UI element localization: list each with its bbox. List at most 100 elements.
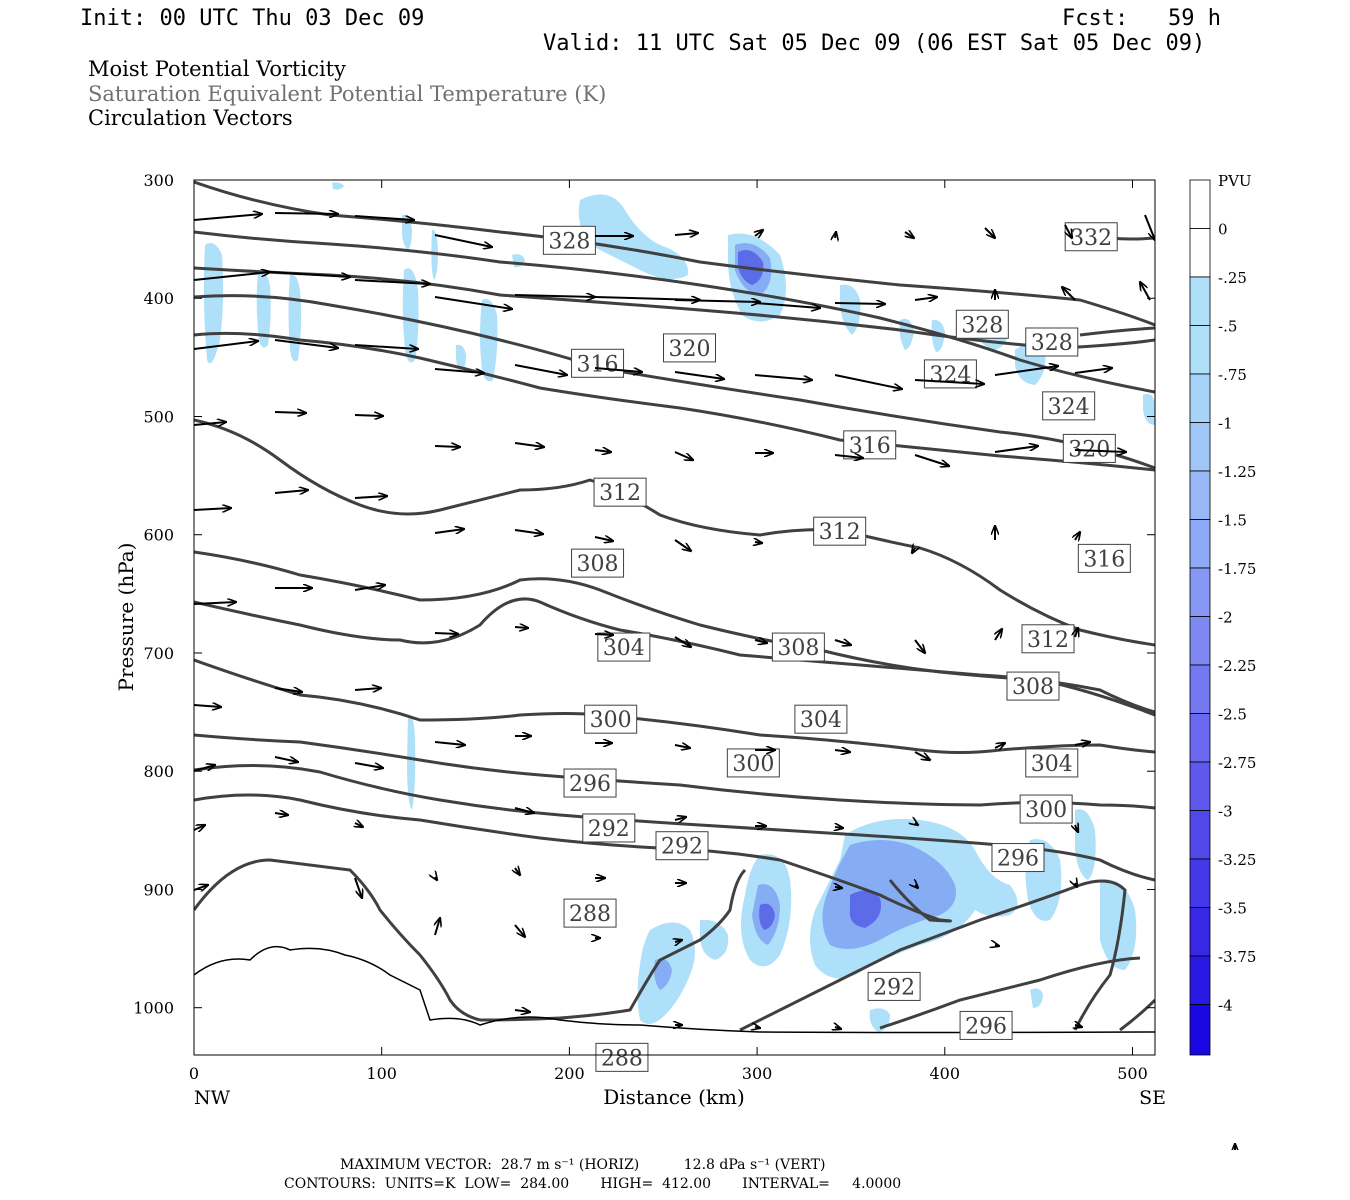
contour-label-box	[867, 971, 921, 1001]
vector	[1062, 287, 1076, 301]
contour-label-text: 296	[997, 847, 1039, 872]
vector	[674, 451, 693, 460]
y-tick-label: 400	[143, 289, 174, 308]
vector	[674, 371, 724, 379]
mpv-shade	[332, 182, 344, 190]
vector	[274, 756, 298, 762]
contour-label-text: 304	[1031, 752, 1073, 777]
vector	[354, 877, 362, 898]
contour-label-box	[843, 430, 897, 460]
colorbar-swatch	[1189, 422, 1211, 472]
vector	[994, 446, 1038, 453]
contour-label: 304	[597, 632, 651, 662]
vector	[354, 688, 381, 690]
vector	[194, 705, 221, 707]
vector	[194, 214, 262, 221]
vector	[914, 454, 949, 466]
contour-label: 288	[563, 898, 617, 928]
vector	[754, 374, 812, 380]
x-tick-label: 100	[366, 1064, 397, 1083]
contour-labels: 328 332 320 316 328 328 324 324 316 320 312 312 308 3…	[542, 222, 1131, 1072]
colorbar-swatch	[1189, 325, 1211, 375]
vector	[914, 751, 930, 760]
contour-label-box	[563, 768, 617, 798]
contour-label-box	[1025, 327, 1079, 357]
mpv-shade	[407, 714, 416, 810]
vector	[194, 508, 231, 510]
contour-label-text: 328	[961, 313, 1003, 338]
colorbar-label: -4	[1218, 997, 1233, 1015]
plot-frame	[193, 179, 1156, 1056]
vector	[914, 297, 937, 300]
mpv-shade	[288, 274, 302, 362]
vector	[914, 639, 925, 653]
contour-label-box	[571, 348, 625, 378]
colorbar-swatch	[1189, 519, 1211, 569]
contour-label-text: 332	[1070, 226, 1112, 251]
colorbar-swatch	[1189, 179, 1211, 229]
colorbar-label: -3.75	[1218, 948, 1256, 966]
vector	[354, 762, 383, 768]
vector	[1144, 214, 1155, 240]
x-tick-label: 200	[554, 1064, 585, 1083]
contour-label: 328	[955, 309, 1009, 339]
vector	[354, 585, 385, 591]
contour-label: 300	[584, 704, 638, 734]
vector	[754, 640, 767, 643]
vector	[194, 272, 270, 281]
vector	[435, 918, 440, 936]
vector	[594, 367, 642, 372]
contour-label-box	[663, 333, 717, 363]
colorbar-label: 0	[1218, 221, 1228, 239]
contour-label-text: 300	[1025, 798, 1067, 823]
contour-label: 296	[991, 843, 1045, 873]
contour-label-box	[1064, 222, 1118, 252]
contour-label-text: 292	[588, 817, 630, 842]
vector	[834, 374, 902, 389]
contour-label-box	[542, 225, 596, 255]
contour-label-text: 292	[873, 975, 915, 1000]
contour-line	[479, 868, 747, 1022]
vector	[674, 300, 760, 302]
init-time: Init: 00 UTC Thu 03 Dec 09	[80, 6, 425, 31]
vector	[674, 233, 698, 235]
contour-line	[194, 597, 1155, 714]
contour-label-text: 312	[1027, 628, 1069, 653]
contour-line	[194, 733, 1155, 810]
vector	[354, 215, 414, 220]
vector	[834, 750, 850, 752]
vector	[835, 232, 836, 238]
contour-label-text: 328	[1031, 331, 1073, 356]
colorbar-label: -2.75	[1218, 754, 1256, 772]
contour-label-box	[1062, 433, 1116, 463]
contour-label: 308	[571, 548, 625, 578]
contour-line	[194, 230, 1155, 394]
y-tick-label: 700	[143, 644, 174, 663]
vector	[1064, 224, 1072, 238]
contour-label: 300	[1019, 794, 1073, 824]
mpv-shade	[849, 890, 881, 928]
vector	[594, 537, 613, 541]
x-tick-label: 0	[189, 1064, 199, 1083]
contour-label-box	[955, 309, 1009, 339]
vector	[674, 745, 690, 748]
vector	[755, 542, 762, 543]
vector	[1075, 1025, 1082, 1027]
contour-label: 292	[867, 971, 921, 1001]
vector	[905, 232, 914, 238]
vector	[274, 339, 338, 348]
contour-line	[1119, 998, 1155, 1032]
contour-label-box	[584, 704, 638, 734]
colorbar-units: PVU	[1218, 172, 1252, 190]
contour-line	[194, 858, 481, 1022]
mpv-shade	[869, 1008, 890, 1032]
vector	[834, 640, 851, 645]
vector	[354, 496, 387, 498]
vector	[434, 234, 492, 247]
vector	[514, 295, 595, 297]
vector	[354, 344, 418, 349]
contour-label-text: 288	[601, 1046, 643, 1071]
vector	[834, 303, 885, 304]
contour-label-box	[991, 843, 1045, 873]
field-title-thetaes: Saturation Equivalent Potential Temperat…	[88, 82, 607, 106]
